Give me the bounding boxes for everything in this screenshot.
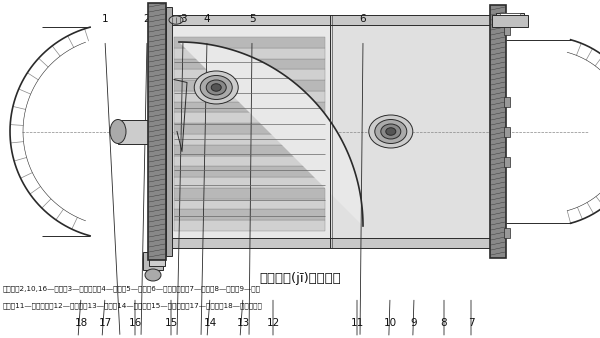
- Bar: [504, 25, 510, 35]
- Bar: [174, 58, 325, 69]
- Bar: [174, 210, 325, 220]
- Bar: [174, 220, 325, 231]
- Bar: [168, 25, 490, 238]
- Bar: [174, 113, 325, 123]
- Bar: [174, 80, 325, 91]
- Bar: [174, 199, 325, 210]
- Bar: [174, 134, 325, 145]
- Bar: [490, 5, 506, 258]
- Ellipse shape: [211, 84, 221, 91]
- Bar: [504, 156, 510, 167]
- Text: 1: 1: [101, 14, 109, 24]
- Text: 13: 13: [236, 318, 250, 328]
- Text: 8: 8: [440, 318, 448, 328]
- Bar: [174, 188, 325, 199]
- Text: 2: 2: [143, 14, 151, 24]
- Text: 3: 3: [179, 14, 187, 24]
- Bar: [168, 15, 490, 25]
- Bar: [143, 252, 163, 270]
- Ellipse shape: [169, 16, 183, 24]
- Bar: [174, 48, 325, 58]
- Bar: [174, 177, 325, 188]
- Bar: [166, 7, 172, 256]
- Text: 6: 6: [359, 14, 367, 24]
- Text: 法蘭；11—外殼法蘭；12—散熱管；13—隔片；14—散熱片；15—方頭螺栓；17—放水閥；18—散熱器后蓋: 法蘭；11—外殼法蘭；12—散熱管；13—隔片；14—散熱片；15—方頭螺栓；1…: [3, 303, 263, 309]
- Text: 16: 16: [128, 318, 142, 328]
- Ellipse shape: [145, 269, 161, 281]
- Bar: [174, 91, 325, 102]
- Text: 15: 15: [164, 318, 178, 328]
- Ellipse shape: [381, 124, 401, 139]
- Text: 9: 9: [410, 318, 418, 328]
- Text: 18: 18: [74, 318, 88, 328]
- Text: 17: 17: [98, 318, 112, 328]
- Bar: [174, 123, 325, 134]
- Ellipse shape: [386, 128, 396, 135]
- Bar: [500, 13, 520, 27]
- Ellipse shape: [194, 71, 238, 104]
- Bar: [149, 254, 165, 266]
- Text: 12: 12: [266, 318, 280, 328]
- Ellipse shape: [375, 120, 407, 144]
- Bar: [174, 37, 325, 48]
- Bar: [330, 25, 490, 238]
- Bar: [168, 238, 490, 248]
- Text: 14: 14: [203, 318, 217, 328]
- Text: 4: 4: [203, 14, 211, 24]
- Bar: [504, 228, 510, 238]
- Text: 11: 11: [350, 318, 364, 328]
- Ellipse shape: [200, 75, 232, 99]
- Bar: [504, 97, 510, 106]
- Bar: [174, 69, 325, 80]
- Ellipse shape: [206, 80, 226, 95]
- Text: 7: 7: [467, 318, 475, 328]
- Text: 10: 10: [383, 318, 397, 328]
- Ellipse shape: [369, 115, 413, 148]
- Ellipse shape: [110, 120, 126, 144]
- Bar: [174, 155, 325, 166]
- Text: 封油圈；2,10,16—墊片；3—濾芯底板；4—接頭；5—外殼；6—散熱器前蓋；7—墊圈；8—螺釘；9—散熱: 封油圈；2,10,16—墊片；3—濾芯底板；4—接頭；5—外殼；6—散熱器前蓋；…: [3, 286, 261, 292]
- Bar: [496, 13, 524, 15]
- Text: 5: 5: [248, 14, 256, 24]
- Bar: [148, 3, 166, 260]
- Bar: [492, 15, 528, 27]
- Bar: [174, 102, 325, 113]
- Bar: [504, 126, 510, 137]
- Bar: [174, 166, 325, 177]
- Text: 水冷式機(jī)油冷卻器: 水冷式機(jī)油冷卻器: [259, 272, 341, 285]
- Bar: [118, 120, 148, 144]
- Polygon shape: [179, 42, 363, 226]
- Bar: [174, 145, 325, 155]
